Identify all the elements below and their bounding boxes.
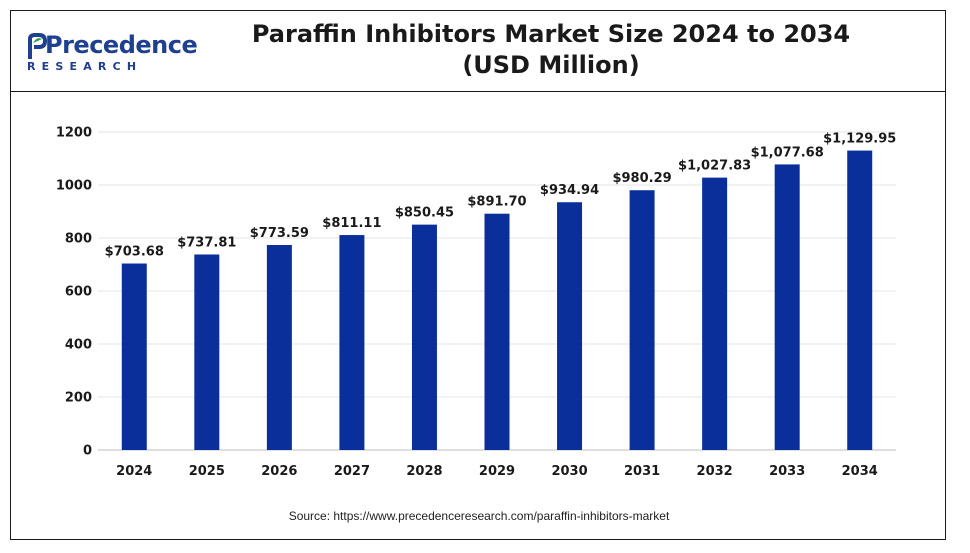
chart-title-block: Paraffin Inhibitors Market Size 2024 to … <box>231 19 871 81</box>
bar <box>557 202 583 450</box>
data-label: $773.59 <box>250 226 309 241</box>
chart-subtitle: (USD Million) <box>462 51 640 79</box>
data-label: $1,077.68 <box>751 145 824 160</box>
x-tick-label: 2027 <box>334 464 370 479</box>
x-tick-label: 2033 <box>769 464 805 479</box>
bar <box>629 190 655 450</box>
x-tick-label: 2030 <box>551 464 587 479</box>
data-label: $1,027.83 <box>678 159 751 174</box>
x-tick-label: 2031 <box>624 464 660 479</box>
x-tick-label: 2026 <box>261 464 297 479</box>
x-tick-label: 2032 <box>697 464 733 479</box>
bar <box>266 244 292 450</box>
data-label: $1,129.95 <box>823 132 896 147</box>
bar <box>484 213 510 450</box>
data-label: $980.29 <box>612 171 671 186</box>
logo-leaf-icon <box>28 33 47 59</box>
data-label: $703.68 <box>105 245 164 260</box>
data-label: $934.94 <box>540 183 599 198</box>
bar-chart: 0 200 400 600 800 1000 1200 $703.68 2024 $737.81 2… <box>56 126 897 480</box>
y-tick-label: 1200 <box>56 126 92 141</box>
data-label: $811.11 <box>322 216 381 231</box>
chart-frame: Precedence RESEARCH Paraffin Inhibitors … <box>10 10 946 540</box>
x-tick-label: 2025 <box>189 464 225 479</box>
brand-tagline: RESEARCH <box>27 60 143 73</box>
data-label: $737.81 <box>177 235 236 250</box>
brand-name: Precedence <box>45 31 198 59</box>
y-tick-label: 400 <box>65 338 92 353</box>
brand-logo: Precedence RESEARCH <box>27 29 198 79</box>
bar <box>847 150 873 451</box>
bar <box>194 254 220 450</box>
data-label: $891.70 <box>467 195 526 210</box>
x-tick-label: 2028 <box>406 464 442 479</box>
y-tick-label: 600 <box>65 285 92 300</box>
y-tick-label: 800 <box>65 232 92 247</box>
x-tick-label: 2034 <box>842 464 878 479</box>
source-note: Source: https://www.precedenceresearch.c… <box>288 509 670 523</box>
y-tick-label: 0 <box>83 444 92 459</box>
bar <box>774 164 800 450</box>
y-tick-label: 200 <box>65 391 92 406</box>
bar <box>702 177 728 450</box>
data-label: $850.45 <box>395 206 454 221</box>
x-tick-label: 2029 <box>479 464 515 479</box>
bar <box>121 263 147 450</box>
bar <box>339 235 365 450</box>
chart-title: Paraffin Inhibitors Market Size 2024 to … <box>251 20 851 48</box>
bar <box>411 224 437 450</box>
y-tick-label: 1000 <box>56 179 92 194</box>
header: Precedence RESEARCH Paraffin Inhibitors … <box>11 11 945 92</box>
x-tick-label: 2024 <box>116 464 152 479</box>
